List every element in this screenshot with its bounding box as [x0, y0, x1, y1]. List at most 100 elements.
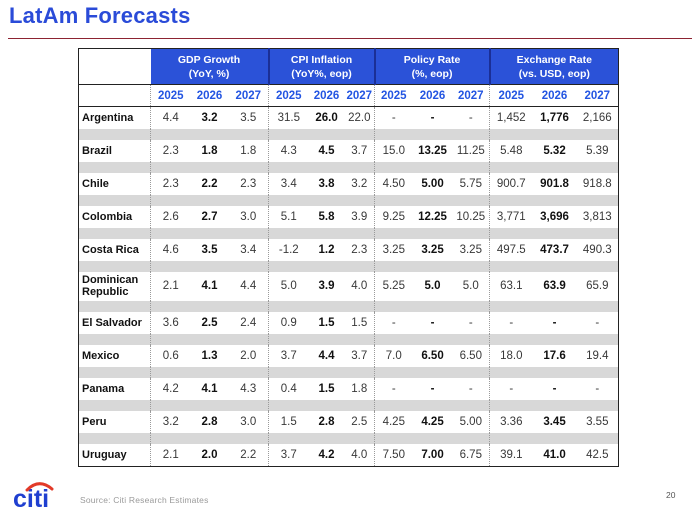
group-header-cpi: CPI Inflation (YoY%, eop)	[267, 48, 375, 86]
spacer-row	[78, 367, 619, 379]
value-cell: 3.2	[201, 112, 218, 125]
value-cell: 4.1	[201, 383, 218, 396]
value-cell: 5.8	[318, 210, 335, 223]
value-cell: 2.1	[150, 444, 191, 467]
value-cell: -	[430, 112, 435, 125]
value-cell: -	[595, 317, 600, 330]
value-cell: 15.0	[374, 139, 413, 162]
year-cell: 2025	[374, 84, 413, 108]
value-cell: 900.7	[489, 172, 533, 195]
value-cell: 1,776	[540, 112, 569, 125]
value-cell: -	[374, 312, 413, 335]
value-cell: 4.1	[201, 280, 218, 293]
value-cell: 3,696	[540, 210, 569, 223]
value-cell: 4.3	[240, 383, 257, 396]
value-cell: 3.6	[150, 312, 191, 335]
value-cell: 3.5	[240, 112, 257, 125]
year-header-row: 2025 2026 2027 2025 2026 2027 2025 2026 …	[78, 84, 619, 108]
value-cell: 4.50	[374, 172, 413, 195]
country-cell: Uruguay	[82, 448, 127, 461]
value-cell: 13.25	[418, 144, 447, 157]
value-cell: 4.4	[150, 106, 191, 129]
value-cell: 901.8	[540, 177, 569, 190]
value-cell: 3.2	[150, 411, 191, 434]
value-cell: 2.1	[150, 271, 191, 302]
value-cell: 3.4	[268, 172, 309, 195]
value-cell: 3.7	[351, 144, 368, 157]
table-row: Colombia 2.6 2.7 3.0 5.1 5.8 3.9 9.25 12.25 10.25…	[78, 205, 619, 228]
value-cell: 31.5	[268, 106, 309, 129]
value-cell: 2,166	[582, 112, 612, 125]
value-cell: 2.2	[201, 177, 218, 190]
value-cell: 3.55	[586, 416, 609, 429]
value-cell: -	[468, 383, 473, 396]
value-cell: 2.6	[150, 205, 191, 228]
value-cell: 2.5	[201, 317, 218, 330]
value-cell: 3.0	[240, 210, 257, 223]
value-cell: 3.45	[543, 416, 566, 429]
value-cell: 1.5	[351, 317, 368, 330]
value-cell: 7.00	[421, 448, 444, 461]
country-cell: Panama	[82, 382, 125, 395]
value-cell: -1.2	[268, 238, 309, 261]
value-cell: 4.0	[351, 448, 368, 461]
spacer-row	[78, 301, 619, 313]
value-cell: 17.6	[543, 350, 566, 363]
country-cell: Chile	[82, 177, 109, 190]
value-cell: -	[595, 383, 600, 396]
value-cell: 3.7	[351, 350, 368, 363]
spacer-row	[78, 260, 619, 272]
value-cell: 4.4	[240, 280, 257, 293]
value-cell: 3.2	[351, 177, 368, 190]
value-cell: 1.5	[318, 383, 335, 396]
year-cell: 2025	[150, 84, 191, 108]
value-cell: 10.25	[456, 210, 486, 223]
value-cell: 1.5	[268, 411, 309, 434]
year-cell: 2027	[452, 84, 490, 108]
value-cell: -	[374, 378, 413, 401]
table-row: Panama 4.2 4.1 4.3 0.4 1.5 1.8- - - - - -	[78, 378, 619, 401]
value-cell: 1.3	[201, 350, 218, 363]
group-sublabel: (YoY%, eop)	[291, 68, 352, 81]
citi-logo: citi	[12, 479, 62, 520]
value-cell: 3.7	[268, 345, 309, 368]
spacer-row	[78, 194, 619, 206]
year-cell: 2026	[412, 84, 453, 108]
value-cell: 9.25	[374, 205, 413, 228]
table-row: Peru 3.2 2.8 3.0 1.5 2.8 2.5 4.25 4.25 5.00 3.36 3.…	[78, 411, 619, 434]
value-cell: -	[374, 106, 413, 129]
value-cell: 4.0	[351, 280, 368, 293]
value-cell: 1.5	[318, 317, 335, 330]
value-cell: -	[489, 312, 533, 335]
forecast-table: GDP Growth (YoY, %) CPI Inflation (YoY%,…	[78, 48, 620, 467]
value-cell: -	[430, 317, 435, 330]
value-cell: 4.4	[318, 350, 335, 363]
year-corner-cell	[78, 84, 151, 108]
value-cell: 2.3	[150, 172, 191, 195]
value-cell: 5.00	[459, 416, 482, 429]
value-cell: 3.0	[240, 416, 257, 429]
value-cell: 4.25	[374, 411, 413, 434]
value-cell: 3.9	[351, 210, 368, 223]
value-cell: -	[430, 383, 435, 396]
citi-logo-text: citi	[13, 485, 49, 513]
value-cell: 3.7	[268, 444, 309, 467]
value-cell: 2.3	[150, 139, 191, 162]
value-cell: 2.3	[240, 177, 257, 190]
value-cell: 5.25	[374, 271, 413, 302]
value-cell: 12.25	[418, 210, 447, 223]
table-row: Dominican Republic 2.1 4.1 4.4 5.0 3.9 4.0 5.25…	[78, 271, 619, 302]
table-row: Costa Rica 4.6 3.5 3.4 -1.2 1.2 2.3 3.25 3.25 3.2…	[78, 238, 619, 261]
value-cell: 3.36	[489, 411, 533, 434]
value-cell: 2.7	[201, 210, 218, 223]
value-cell: 4.25	[421, 416, 444, 429]
value-cell: 7.0	[374, 345, 413, 368]
citi-logo-arc	[25, 482, 54, 492]
value-cell: 5.0	[268, 271, 309, 302]
value-cell: 2.0	[201, 448, 218, 461]
value-cell: 11.25	[456, 144, 485, 157]
value-cell: 5.48	[489, 139, 533, 162]
country-cell: Mexico	[82, 349, 120, 362]
value-cell: 0.9	[268, 312, 309, 335]
year-cell: 2025	[268, 84, 309, 108]
